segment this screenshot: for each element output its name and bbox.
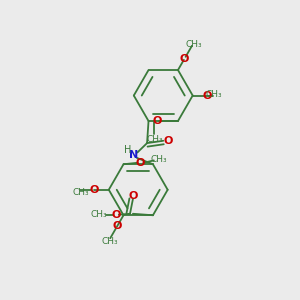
Text: O: O xyxy=(202,91,212,100)
Text: CH₃: CH₃ xyxy=(146,135,163,144)
Text: CH₃: CH₃ xyxy=(151,155,167,164)
Text: O: O xyxy=(180,54,189,64)
Text: CH₃: CH₃ xyxy=(90,210,107,219)
Text: N: N xyxy=(129,150,138,160)
Text: O: O xyxy=(128,191,138,201)
Text: O: O xyxy=(90,185,99,195)
Text: O: O xyxy=(112,221,122,231)
Text: H: H xyxy=(124,145,131,155)
Text: O: O xyxy=(136,158,145,168)
Text: O: O xyxy=(153,116,162,126)
Text: CH₃: CH₃ xyxy=(73,188,89,197)
Text: O: O xyxy=(111,210,121,220)
Text: O: O xyxy=(164,136,173,146)
Text: CH₃: CH₃ xyxy=(206,90,223,99)
Text: CH₃: CH₃ xyxy=(102,237,119,246)
Text: CH₃: CH₃ xyxy=(185,40,202,49)
